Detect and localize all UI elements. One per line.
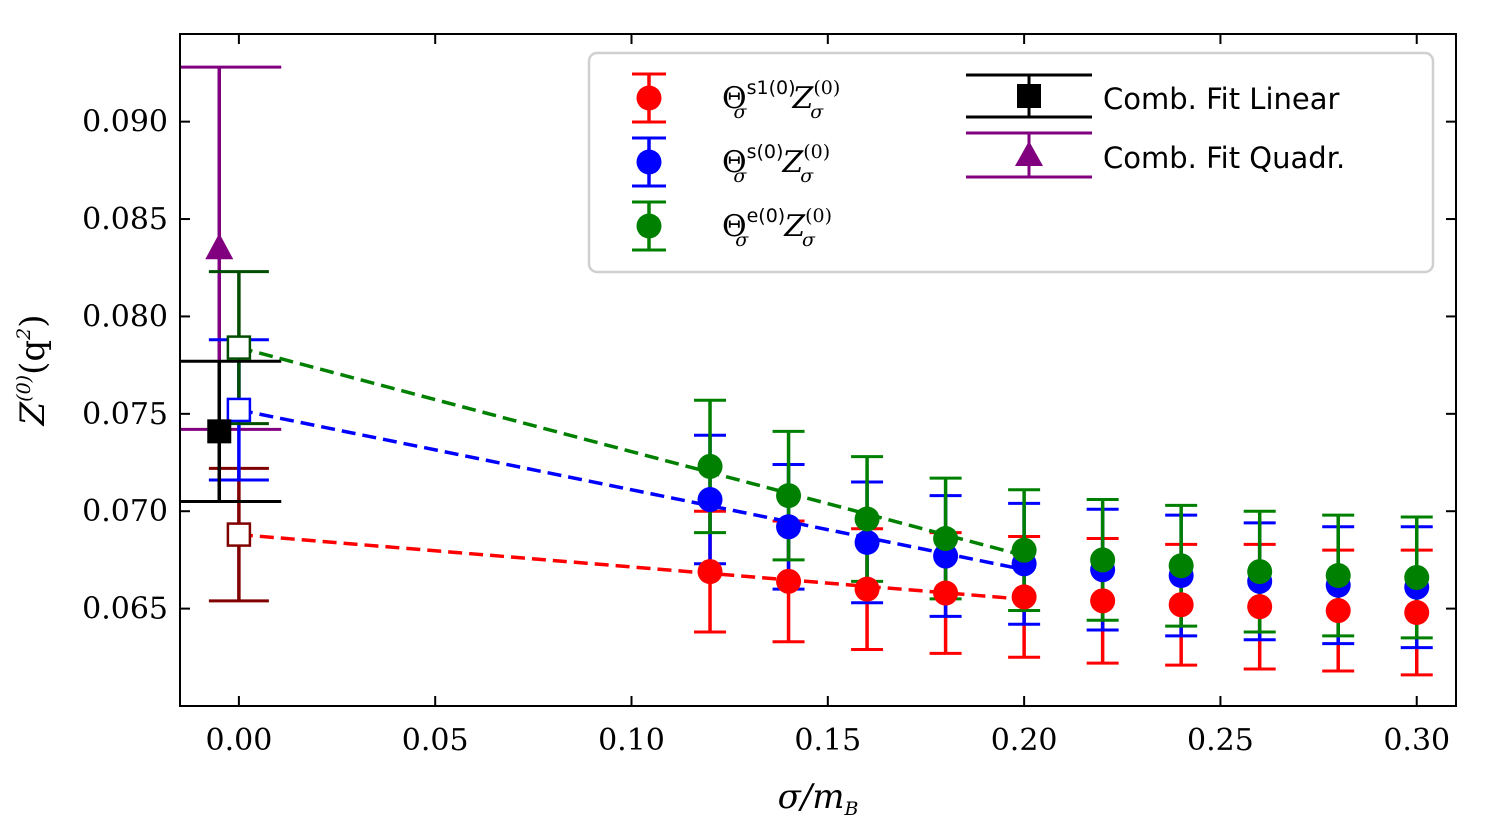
- y-tick-label: 0.085: [82, 202, 168, 237]
- legend: Θs1(0) σ Z(0) σ Θs(0) σ Z(0) σ Θe(0) σ Z(0) σ Com…: [587, 51, 1435, 274]
- legend-label-comb-linear: Comb. Fit Linear: [1103, 82, 1340, 116]
- legend-markers: [632, 72, 1092, 252]
- data-point-s1: [1325, 598, 1351, 624]
- y-tick-label: 0.075: [82, 397, 168, 432]
- data-point-e: [1247, 559, 1273, 585]
- plot-area: [180, 65, 1433, 677]
- legend-triangle: [1015, 141, 1043, 166]
- data-point-e: [697, 453, 723, 479]
- data-point-s: [697, 487, 723, 513]
- legend-dot: [636, 85, 662, 111]
- legend-dot: [636, 213, 662, 239]
- extrap-point-e: [226, 335, 252, 360]
- fit-line-e: [238, 345, 1025, 558]
- plot-frame: [179, 33, 1457, 707]
- data-point-s: [854, 529, 880, 555]
- legend-label-s: Θs(0) σ Z(0) σ: [722, 141, 830, 187]
- x-tick-label: 0.10: [598, 723, 665, 758]
- y-axis-label: Z(0)(q2): [13, 315, 53, 427]
- data-point-s1: [854, 576, 880, 602]
- x-tick-label: 0.15: [794, 723, 861, 758]
- data-point-s1: [1404, 600, 1430, 626]
- legend-label-s1: Θs1(0) σ Z(0) σ: [722, 77, 840, 123]
- extrap-point-s: [226, 397, 252, 423]
- x-tick-label: 0.20: [991, 723, 1058, 758]
- data-point-s1: [1247, 594, 1273, 620]
- legend-marker-s: [632, 136, 666, 188]
- x-tick-label: 0.00: [205, 723, 272, 758]
- legend-box: [587, 51, 1435, 274]
- x-axis-label: σ/mB: [778, 777, 859, 820]
- data-point-s1: [1011, 584, 1037, 610]
- data-point-e: [1168, 553, 1194, 579]
- legend-marker-s1: [632, 72, 666, 124]
- x-tick-label: 0.30: [1383, 723, 1450, 758]
- extrap-point-s1: [226, 522, 252, 547]
- y-tick-label: 0.080: [82, 299, 168, 334]
- data-point-e: [1011, 537, 1037, 563]
- x-tick-label: 0.05: [402, 723, 469, 758]
- legend-marker-comb-quadr: [966, 131, 1092, 179]
- legend-dot: [636, 149, 662, 175]
- fit-line-s1: [238, 532, 1025, 602]
- data-point-e: [1090, 547, 1116, 573]
- data-point-e: [854, 506, 880, 532]
- data-point-e: [776, 483, 802, 509]
- y-tick-label: 0.065: [82, 592, 168, 627]
- data-point-s1: [1168, 592, 1194, 618]
- data-point-e: [1325, 562, 1351, 588]
- legend-label-comb-quadr: Comb. Fit Quadr.: [1103, 141, 1345, 175]
- comb-fit-linear-marker: [207, 419, 232, 444]
- fit-line-s: [238, 408, 1025, 572]
- comb-fit-quadr-marker: [205, 233, 234, 260]
- x-tick-label: 0.25: [1187, 723, 1254, 758]
- y-tick-label: 0.070: [82, 494, 168, 529]
- data-point-s1: [933, 580, 959, 606]
- legend-marker-comb-linear: [966, 73, 1092, 119]
- data-point-s1: [1090, 588, 1116, 614]
- legend-marker-e: [632, 200, 666, 252]
- data-point-s: [776, 514, 802, 540]
- y-tick-label: 0.090: [82, 105, 168, 140]
- data-point-s1: [776, 568, 802, 594]
- legend-square: [1017, 84, 1041, 108]
- legend-label-e: Θe(0) σ Z(0) σ: [722, 205, 832, 251]
- data-point-e: [1404, 564, 1430, 590]
- data-point-s: [933, 543, 959, 569]
- axis-ticks: 0.00 0.05 0.10 0.15 0.20 0.25 0.30 0.065 0.070 0.…: [82, 34, 1456, 758]
- data-point-e: [933, 525, 959, 551]
- data-point-s1: [697, 559, 723, 585]
